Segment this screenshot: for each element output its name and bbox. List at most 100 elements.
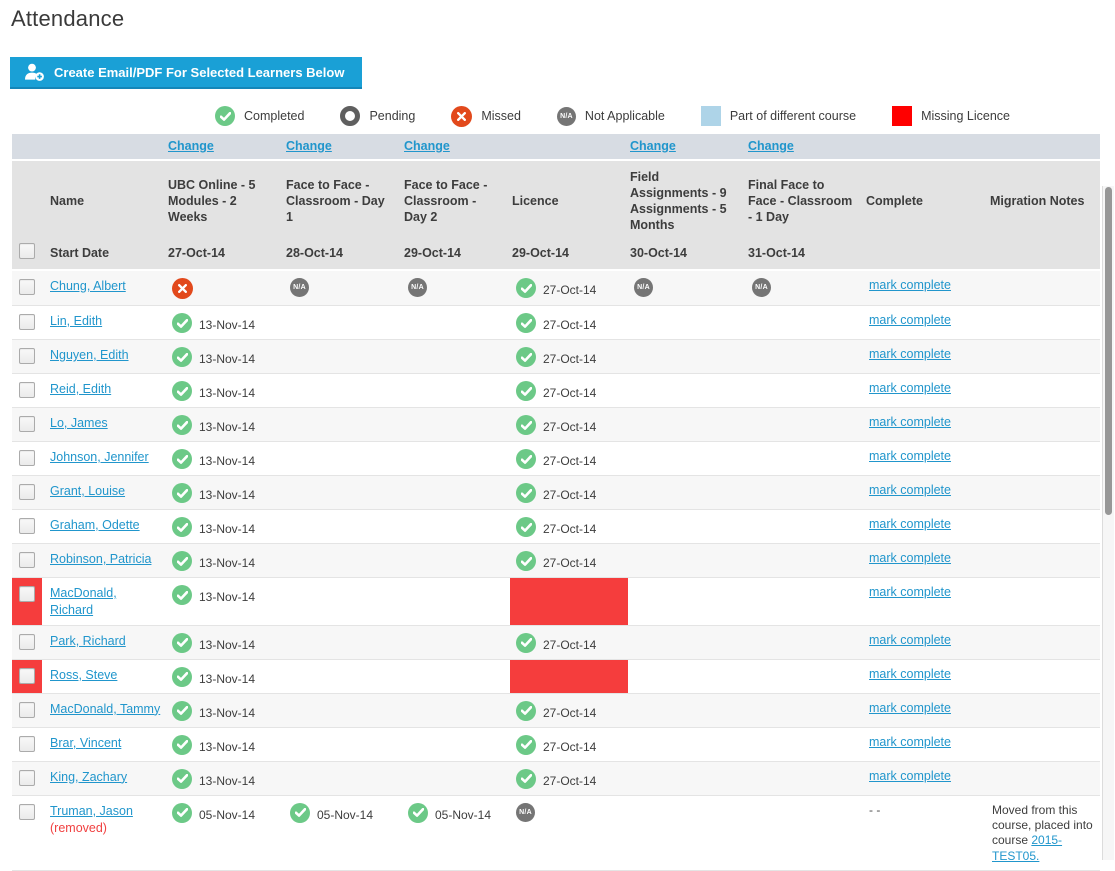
completed-icon[interactable] [172, 585, 192, 605]
completed-icon[interactable] [172, 666, 192, 687]
completed-icon[interactable] [172, 313, 192, 333]
mark-complete-link[interactable]: mark complete [869, 381, 951, 395]
completed-icon[interactable] [516, 768, 536, 789]
completed-icon[interactable] [172, 700, 192, 721]
select-all-checkbox[interactable] [19, 243, 35, 259]
completed-icon[interactable] [172, 381, 192, 401]
completed-icon[interactable] [516, 278, 536, 298]
mark-complete-link[interactable]: mark complete [869, 278, 951, 292]
completed-icon[interactable] [172, 449, 192, 469]
completed-icon[interactable] [516, 483, 536, 503]
learner-name-link[interactable]: Johnson, Jennifer [50, 450, 149, 464]
mark-complete-link[interactable]: mark complete [869, 632, 951, 647]
completed-icon[interactable] [516, 381, 536, 401]
learner-name-link[interactable]: Grant, Louise [50, 484, 126, 498]
course-status-cell [628, 727, 746, 762]
mark-complete-link[interactable]: mark complete [869, 666, 951, 681]
learner-name-link[interactable]: Reid, Edith [50, 382, 112, 396]
completed-icon[interactable] [172, 768, 192, 789]
change-link[interactable]: Change [630, 139, 676, 153]
completed-icon[interactable] [172, 483, 192, 503]
row-checkbox[interactable] [19, 803, 35, 820]
mark-complete-link[interactable]: mark complete [869, 483, 951, 497]
completed-icon[interactable] [516, 347, 536, 367]
create-email-pdf-button[interactable]: Create Email/PDF For Selected Learners B… [10, 57, 363, 89]
learner-name-link[interactable]: Graham, Odette [50, 518, 140, 532]
mark-complete-link[interactable]: mark complete [869, 768, 951, 783]
learner-name-link[interactable]: MacDonald, Tammy [50, 701, 161, 716]
completed-icon[interactable] [172, 415, 192, 435]
row-checkbox[interactable] [19, 769, 35, 786]
learner-name-link[interactable]: Lo, James [50, 416, 108, 430]
mark-complete-link[interactable]: mark complete [869, 585, 951, 599]
learner-name-link[interactable]: Nguyen, Edith [50, 348, 129, 362]
learner-name-link[interactable]: Brar, Vincent [50, 735, 122, 750]
na-icon[interactable]: N/A [516, 802, 535, 822]
completed-icon[interactable] [172, 347, 192, 367]
mark-complete-link[interactable]: mark complete [869, 415, 951, 429]
learner-name-link[interactable]: Lin, Edith [50, 314, 103, 328]
status: 13-Nov-14 [168, 768, 280, 789]
course-status-cell [402, 407, 510, 442]
completed-icon[interactable] [516, 517, 536, 537]
mark-complete-link[interactable]: mark complete [869, 700, 951, 715]
completed-icon[interactable] [516, 313, 536, 333]
learner-name-link[interactable]: Park, Richard [50, 633, 126, 648]
completed-icon[interactable] [408, 802, 428, 823]
completed-icon[interactable] [516, 551, 536, 571]
row-checkbox[interactable] [19, 701, 35, 718]
completed-icon[interactable] [516, 415, 536, 435]
row-checkbox[interactable] [19, 416, 35, 432]
learner-name-link[interactable]: Robinson, Patricia [50, 552, 152, 566]
mark-complete-link[interactable]: mark complete [869, 734, 951, 749]
row-checkbox[interactable] [19, 633, 35, 650]
scrollbar-thumb[interactable] [1105, 187, 1112, 515]
na-icon[interactable]: N/A [290, 278, 309, 297]
row-checkbox[interactable] [19, 518, 35, 534]
learner-name-link[interactable]: MacDonald, Richard [50, 586, 117, 617]
mark-complete-link[interactable]: mark complete [869, 551, 951, 565]
vertical-scrollbar[interactable] [1102, 186, 1114, 860]
completed-icon[interactable] [172, 632, 192, 653]
status-date: 13-Nov-14 [199, 671, 256, 686]
row-checkbox[interactable] [19, 667, 35, 684]
completed-icon[interactable] [516, 734, 536, 755]
learner-name-link[interactable]: Truman, Jason [50, 803, 133, 818]
na-icon[interactable]: N/A [752, 278, 771, 297]
course-status-cell [284, 305, 402, 340]
row-checkbox[interactable] [19, 735, 35, 752]
completed-icon[interactable] [516, 632, 536, 653]
learner-name-link[interactable]: Ross, Steve [50, 667, 118, 682]
course-status-cell [284, 659, 402, 694]
row-checkbox[interactable] [19, 450, 35, 466]
row-checkbox[interactable] [19, 382, 35, 398]
row-checkbox[interactable] [19, 586, 35, 602]
completed-icon[interactable] [172, 734, 192, 755]
mark-complete-link[interactable]: mark complete [869, 313, 951, 327]
completed-icon[interactable] [290, 802, 310, 823]
na-icon[interactable]: N/A [634, 278, 653, 297]
complete-cell: mark complete [864, 543, 988, 578]
mark-complete-link[interactable]: mark complete [869, 347, 951, 361]
mark-complete-link[interactable]: mark complete [869, 449, 951, 463]
row-checkbox[interactable] [19, 279, 35, 295]
missed-icon[interactable] [172, 278, 193, 299]
row-checkbox[interactable] [19, 552, 35, 568]
change-link[interactable]: Change [168, 139, 214, 153]
row-checkbox[interactable] [19, 484, 35, 500]
completed-icon[interactable] [516, 700, 536, 721]
completed-icon[interactable] [516, 449, 536, 469]
course-link[interactable]: 2015-TEST05. [992, 833, 1063, 863]
completed-icon[interactable] [172, 551, 192, 571]
change-link[interactable]: Change [404, 139, 450, 153]
completed-icon[interactable] [172, 802, 192, 823]
change-link[interactable]: Change [748, 139, 794, 153]
row-checkbox[interactable] [19, 348, 35, 364]
na-icon[interactable]: N/A [408, 278, 427, 297]
learner-name-link[interactable]: King, Zachary [50, 769, 128, 784]
change-link[interactable]: Change [286, 139, 332, 153]
row-checkbox[interactable] [19, 314, 35, 330]
completed-icon[interactable] [172, 517, 192, 537]
learner-name-link[interactable]: Chung, Albert [50, 279, 126, 293]
mark-complete-link[interactable]: mark complete [869, 517, 951, 531]
